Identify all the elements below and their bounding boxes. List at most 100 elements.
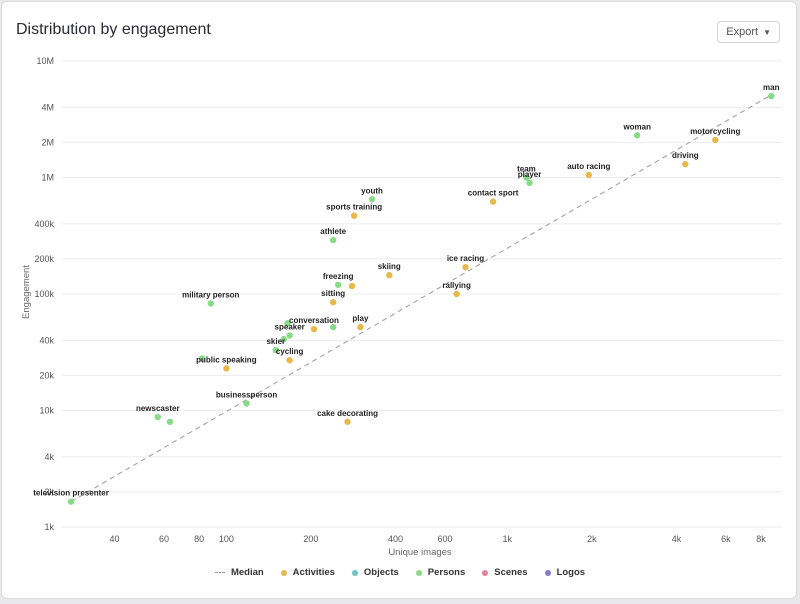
data-point — [329, 323, 337, 331]
legend-item[interactable]: Activities — [280, 567, 335, 578]
point-label: cake decorating — [317, 409, 378, 418]
data-point — [67, 498, 75, 505]
data-point — [334, 281, 342, 288]
y-axis-ticks: 1k 2k 4k 10k 20k 40k 100k 200k 400k 1M 2M 4M 10M — [34, 56, 54, 532]
point-label: skiing — [378, 262, 401, 271]
point-label: skier — [266, 337, 285, 346]
data-point — [272, 346, 280, 354]
x-tick-label: 40 — [110, 534, 120, 544]
data-point — [286, 357, 293, 364]
point-label: man — [763, 83, 780, 92]
point-label: cycling — [276, 347, 304, 356]
median-line — [70, 93, 773, 503]
legend-label: Median — [230, 567, 264, 578]
y-tick-label: 10M — [36, 56, 54, 66]
point-label: youth — [361, 186, 383, 195]
data-point — [357, 323, 364, 331]
legend-dot-icon — [280, 569, 287, 576]
y-tick-label: 1k — [44, 522, 54, 532]
legend-dot-icon — [482, 569, 489, 576]
point-label: speaker — [275, 323, 305, 332]
data-point — [462, 263, 469, 271]
data-point — [280, 335, 287, 343]
legend-label: Activities — [292, 567, 335, 578]
y-tick-label: 2M — [41, 137, 54, 147]
legend-item[interactable]: Objects — [351, 567, 399, 578]
median-swatch-icon — [214, 572, 225, 573]
y-tick-label: 200k — [34, 254, 54, 264]
y-tick-label: 1M — [41, 173, 54, 183]
point-label: sports training — [326, 203, 382, 212]
point-label: conversation — [289, 316, 339, 325]
y-tick-label: 20k — [39, 370, 54, 380]
y-tick-label: 2k — [44, 487, 54, 497]
point-label: auto racing — [567, 162, 610, 171]
point-label: play — [352, 314, 369, 323]
data-point — [526, 179, 533, 187]
point-label: ice racing — [447, 254, 484, 263]
legend-dot-icon — [415, 569, 422, 576]
point-label: driving — [672, 151, 699, 160]
data-point — [453, 290, 460, 298]
y-tick-label: 100k — [34, 289, 54, 299]
data-point — [344, 418, 351, 425]
x-tick-label: 100 — [219, 534, 234, 544]
data-point — [348, 282, 356, 290]
data-point — [223, 365, 230, 372]
legend-item[interactable]: Persons — [415, 567, 465, 578]
caret-down-icon: ▼ — [763, 27, 771, 37]
data-point — [166, 418, 174, 425]
data-point — [286, 332, 293, 339]
x-tick-label: 60 — [159, 534, 169, 544]
legend-label: Logos — [556, 567, 586, 578]
legend-item[interactable]: Median — [214, 567, 264, 578]
x-tick-label: 1k — [503, 534, 513, 544]
y-tick-label: 4M — [41, 102, 54, 112]
legend-item[interactable]: Logos — [544, 567, 586, 578]
x-tick-label: 6k — [721, 534, 731, 544]
export-button[interactable]: Export ▼ — [717, 21, 780, 43]
grid-lines — [62, 60, 782, 528]
export-label: Export — [726, 26, 759, 38]
y-axis-title: Engagement — [21, 265, 32, 319]
x-tick-label: 2k — [587, 534, 597, 544]
data-point — [350, 212, 358, 219]
data-point — [585, 171, 592, 179]
x-tick-label: 600 — [437, 534, 452, 544]
legend: Median Activities Objects Persons Scenes Logo… — [0, 567, 800, 578]
x-tick-label: 4k — [672, 534, 682, 544]
x-tick-label: 8k — [756, 534, 766, 544]
x-axis-ticks: 40 60 80 100 200 400 600 1k 2k 4k 6k 8k — [110, 534, 767, 544]
data-point — [368, 196, 376, 203]
point-label: team — [517, 165, 536, 174]
legend-item[interactable]: Scenes — [482, 567, 528, 578]
legend-dot-icon — [544, 569, 551, 576]
point-label: woman — [622, 122, 651, 131]
point-label: rallying — [442, 281, 471, 290]
data-point — [243, 400, 250, 407]
data-points — [67, 92, 775, 505]
point-label: businessperson — [216, 390, 277, 399]
legend-label: Objects — [363, 567, 399, 578]
data-point — [329, 299, 337, 306]
x-tick-label: 400 — [388, 534, 403, 544]
point-label: freezing — [323, 272, 354, 281]
legend-label: Scenes — [494, 567, 528, 578]
point-label: contact sport — [468, 189, 519, 198]
point-label: public speaking — [196, 355, 257, 364]
chart-title: Distribution by engagement — [16, 21, 211, 38]
median-dashed-line — [70, 93, 773, 503]
data-point — [198, 355, 206, 362]
y-tick-label: 10k — [39, 406, 54, 416]
point-label: player — [518, 170, 542, 179]
data-point — [310, 325, 318, 333]
x-axis-title: Unique images — [388, 547, 452, 558]
point-label: sitting — [321, 289, 345, 298]
point-labels: man woman motorcycling driving auto racing te… — [33, 83, 779, 498]
data-point — [386, 272, 393, 279]
x-tick-label: 80 — [194, 534, 204, 544]
point-label: athlete — [320, 227, 346, 236]
data-point — [634, 132, 641, 139]
